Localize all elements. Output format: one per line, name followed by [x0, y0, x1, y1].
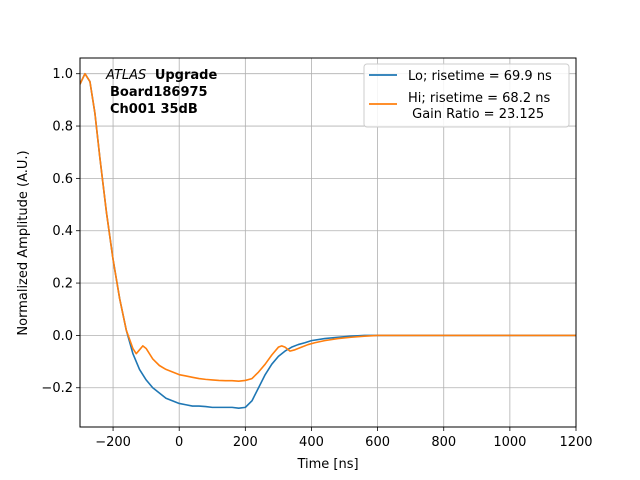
y-tick-label: 0.8: [52, 120, 73, 135]
legend-label-lo: Lo; risetime = 69.9 ns: [408, 69, 552, 84]
svg-text:ATLAS Upgrade: ATLAS Upgrade: [105, 68, 217, 83]
plot-frame: [79, 57, 577, 428]
annotation-board: Board186975: [110, 85, 208, 100]
legend-frame: [363, 63, 570, 128]
x-tick-label: 600: [365, 435, 390, 450]
x-tick-label: 400: [299, 435, 324, 450]
y-tick-label: 0.0: [52, 329, 73, 344]
y-tick-label: −0.2: [41, 381, 73, 396]
annotation: ATLAS Upgrade Board186975 Ch001 35dB: [105, 68, 217, 117]
x-tick-label: 200: [233, 435, 258, 450]
annotation-channel: Ch001 35dB: [110, 102, 198, 117]
annotation-atlas: ATLAS: [105, 68, 146, 83]
x-tick-label: −200: [95, 435, 131, 450]
x-tick-label: 1000: [493, 435, 526, 450]
y-axis-label: Normalized Amplitude (A.U.): [16, 150, 31, 335]
ticks: −200 0 200 400 600 800 1000 1200 −0.2 0.0 0.2 0.4 0.…: [41, 67, 592, 450]
y-tick-label: 0.4: [52, 224, 73, 239]
y-tick-label: 0.6: [52, 172, 73, 187]
x-tick-label: 0: [175, 435, 183, 450]
x-tick-label: 1200: [559, 435, 592, 450]
annotation-upgrade: Upgrade: [155, 68, 218, 83]
series-layer: [80, 72, 576, 409]
legend-label-hi-line1: Hi; risetime = 68.2 ns: [408, 91, 550, 106]
legend: Lo; risetime = 69.9 ns Hi; risetime = 68…: [363, 63, 570, 128]
y-tick-label: 0.2: [52, 277, 73, 292]
legend-label-hi-line2: Gain Ratio = 23.125: [408, 107, 544, 122]
series-line-hi: [80, 72, 576, 383]
x-tick-label: 800: [431, 435, 456, 450]
legend-label-hi: Hi; risetime = 68.2 ns Gain Ratio = 23.1…: [408, 91, 554, 122]
y-tick-label: 1.0: [52, 67, 73, 82]
x-axis-label: Time [ns]: [296, 457, 358, 472]
